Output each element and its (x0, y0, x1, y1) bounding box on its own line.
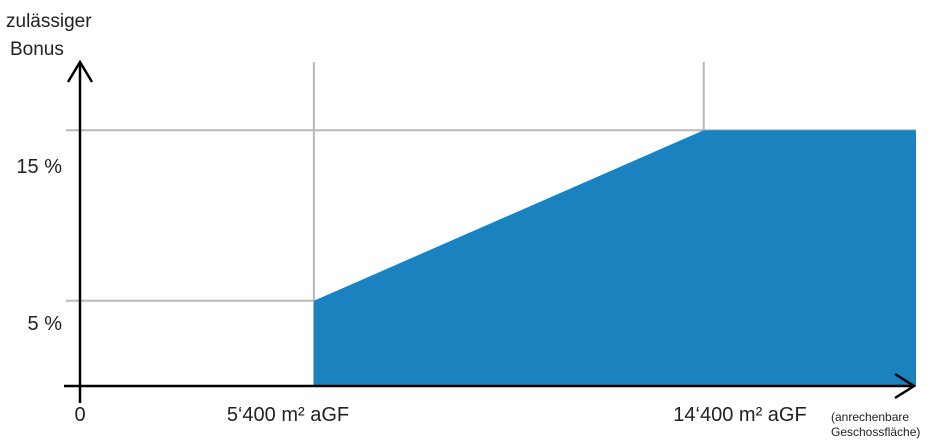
y-tick-label-5: 5 % (28, 313, 63, 335)
x-axis-arrow (894, 372, 917, 400)
x-tick-label-5400: 5‘400 m² aGF (227, 404, 349, 426)
x-axis-label-line-1: (anrechenbare (831, 410, 909, 424)
y-axis-label-line-1: zulässiger (6, 11, 92, 32)
y-axis-label-line-2: Bonus (10, 39, 64, 60)
x-tick-label-0: 0 (74, 404, 85, 426)
bonus-area (313, 130, 916, 386)
x-tick-label-14400: 14‘400 m² aGF (673, 404, 806, 426)
labels: zulässiger Bonus 15 % 5 % 0 5‘400 m² aGF… (6, 11, 920, 439)
x-axis-label-line-2: Geschossfläche) (831, 425, 920, 439)
y-tick-label-15: 15 % (16, 156, 62, 178)
axes (64, 59, 917, 403)
y-axis-arrow (66, 59, 94, 83)
